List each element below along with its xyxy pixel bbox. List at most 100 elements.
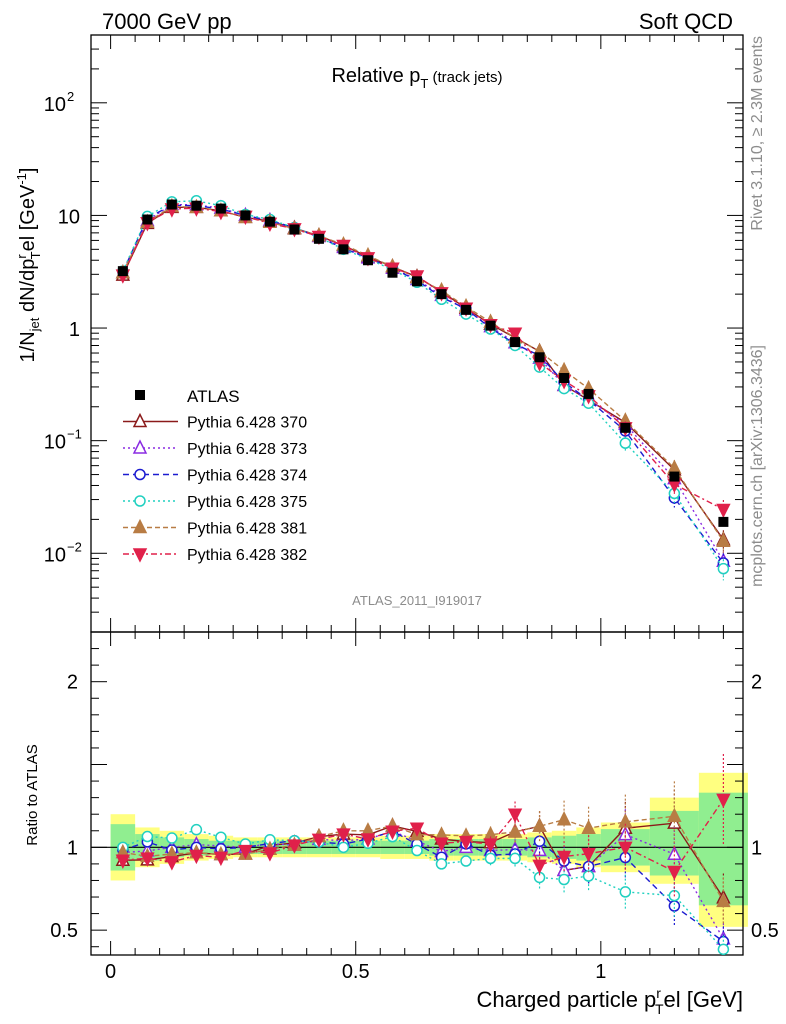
atlas-data-point [461,304,472,315]
legend-382-marker [132,548,148,563]
series-375-ratio-point [166,832,178,844]
y-tick-label: 10 [58,206,80,228]
series-375-line [122,200,724,570]
rivet-version-label: Rivet 3.1.10, ≥ 2.3M events [749,36,766,231]
series-382-ratio-point [189,849,204,865]
mcplots-label: mcplots.cern.ch [arXiv:1306.3436] [749,345,766,587]
ratio-frame [90,631,744,956]
atlas-data-point [142,214,153,225]
analysis-label: ATLAS_2011_I919017 [352,593,482,608]
atlas-data-point [583,388,594,399]
atlas-data-point [338,244,349,255]
atlas-data-point [215,203,226,214]
series-382-ratio-point [385,825,400,840]
series-381-ratio-point [667,807,682,823]
series-382-point [716,503,731,519]
atlas-data-point [166,199,177,210]
series-375-ratio-line [122,828,724,950]
collision-label: 7000 GeV pp [102,9,232,34]
y-tick-label: 10 [44,544,66,566]
series-375-ratio-point [337,841,350,854]
series-381-ratio-point [507,823,523,838]
series-375-ratio-point [582,870,595,882]
series-382-ratio-point [581,847,596,863]
atlas-data-point [117,266,128,277]
series-382-ratio-point [287,839,302,854]
y-tick-label: 10 [44,94,66,116]
series-382-ratio [115,753,731,897]
atlas-data-point [510,337,521,348]
series-382-ratio-point [434,837,449,852]
series-375-ratio-point [558,873,570,886]
series-381-ratio-point [618,813,633,828]
series-375-ratio-point [141,830,154,843]
ratio-y-axis-label: Ratio to ATLAS [24,744,41,845]
series-375-point [619,437,632,449]
x-axis-label: Charged particle pr Tel [GeV] [477,985,744,1017]
legend-370-marker [132,412,148,428]
series-375-point [717,562,730,575]
atlas-data-point [264,216,275,227]
series-382-ratio-point [311,833,327,848]
series-375-ratio-point [435,858,448,870]
series-375-ratio-point [190,823,203,836]
ratio-y-tick-label-right: 1 [751,837,762,859]
legend-373-label: Pythia 6.428 373 [187,441,307,458]
series-375-ratio-point [484,852,497,865]
series-381-point [716,532,731,547]
series-375-ratio-point [509,852,521,865]
ratio-y-tick-label-right: 2 [751,672,762,694]
series-382-ratio-point [556,850,572,866]
series-381-line [122,205,724,542]
legend-marker-atlas [135,390,145,400]
x-tick-label: 0.5 [342,961,370,983]
category-label: Soft QCD [639,9,733,34]
series-381-point [667,459,682,474]
atlas-data-point [362,255,373,266]
series-382-ratio-point [140,852,155,867]
series-382-ratio-point [115,854,131,869]
atlas-data-point [240,210,251,221]
atlas-data-point [669,471,680,482]
legend-370-label: Pythia 6.428 370 [187,415,307,432]
legend-374-marker [134,468,146,481]
atlas-data-point [387,267,398,278]
atlas-data-point [412,276,422,287]
series-375-ratio-point [717,943,730,955]
y-tick-exponent: 2 [67,89,74,104]
atlas-data-point [559,373,570,384]
ratio-band-green [698,792,748,906]
series-375-ratio-point [215,831,227,844]
legend-374-label: Pythia 6.428 374 [187,468,307,485]
series-375-ratio-point [619,886,632,898]
atlas-data-point [485,320,496,331]
series-375-ratio-point [460,855,472,867]
atlas-data-point [191,200,202,211]
y-tick-label: 1 [69,319,80,341]
main-frame [90,34,744,633]
series-382-ratio-point [532,859,547,875]
legend-label-atlas: ATLAS [187,387,240,406]
series-374-ratio-point [668,900,681,912]
ratio-y-tick-label: 1 [67,837,78,859]
series-382-ratio-point [262,847,278,862]
atlas-data-point [289,224,300,235]
ratio-y-tick-label: 0.5 [50,920,78,942]
atlas-data-point [620,422,631,433]
series-375-ratio-point [411,844,423,857]
series-382-ratio-point [164,856,180,871]
series-382-ratio-point [458,835,474,851]
y-tick-label: 10 [44,432,66,454]
y-axis-label: 1/Njet dN/dprTel [GeV-1] [14,168,43,363]
atlas-data-point [313,233,324,244]
ratio-y-tick-label-right: 0.5 [751,920,779,942]
series-382-ratio-point [667,865,682,881]
series-381-ratio-point [581,819,596,834]
series-381-ratio-point [532,817,547,833]
y-tick-exponent: −2 [67,539,82,554]
atlas-data-point [718,516,729,527]
legend-381-label: Pythia 6.428 381 [187,521,307,538]
x-tick-label: 0 [105,961,116,983]
series-382-ratio-point [336,828,351,843]
